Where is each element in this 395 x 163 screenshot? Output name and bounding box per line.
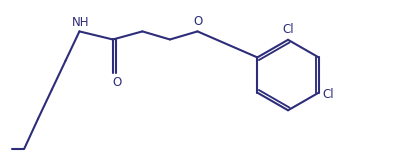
Text: Cl: Cl [323,88,334,101]
Text: Cl: Cl [282,23,294,36]
Text: O: O [112,76,122,89]
Text: O: O [194,15,203,28]
Text: NH: NH [71,16,89,29]
